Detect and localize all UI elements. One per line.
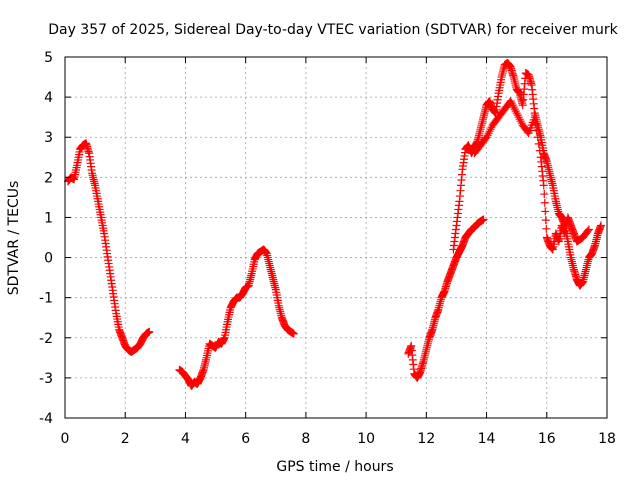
- data-point: [542, 224, 551, 233]
- data-point: [479, 215, 488, 224]
- data-point: [533, 133, 542, 142]
- series-segment-4: [449, 59, 605, 290]
- data-point: [487, 123, 496, 132]
- data-point: [540, 190, 549, 199]
- data-point: [541, 216, 550, 225]
- y-tick-label: -1: [39, 291, 53, 307]
- data-point: [515, 115, 524, 124]
- series-segment-1: [64, 139, 154, 356]
- data-point: [517, 119, 526, 128]
- data-point: [507, 99, 516, 108]
- data-point: [541, 207, 550, 216]
- data-point: [509, 103, 518, 112]
- data-point: [510, 105, 519, 114]
- data-point: [506, 97, 515, 106]
- data-point: [482, 133, 491, 142]
- data-point: [512, 109, 521, 118]
- y-tick-label: -4: [39, 411, 53, 427]
- data-point: [530, 113, 539, 122]
- x-tick-label: 18: [598, 431, 616, 447]
- x-tick-label: 12: [417, 431, 435, 447]
- y-tick-labels: -4 -3 -2 -1 0 1 2 3 4 5: [39, 50, 53, 427]
- x-tick-label: 8: [301, 431, 310, 447]
- series-segment-3: [404, 215, 488, 382]
- x-axis-title: GPS time / hours: [276, 459, 393, 475]
- data-point: [508, 101, 517, 110]
- data-point: [483, 131, 492, 140]
- x-tick-labels: 0 2 4 6 8 10 12 14 16 18: [61, 431, 616, 447]
- y-tick-label: -2: [39, 331, 53, 347]
- data-point: [514, 113, 523, 122]
- plot-frame: [64, 56, 608, 419]
- data-points: [64, 59, 605, 390]
- data-point: [531, 119, 540, 128]
- chart-title: Day 357 of 2025, Sidereal Day-to-day VTE…: [48, 22, 618, 38]
- data-point: [481, 134, 490, 143]
- y-axis-title: SDTVAR / TECUs: [6, 181, 22, 296]
- y-tick-label: 1: [44, 210, 53, 226]
- x-tick-label: 16: [538, 431, 556, 447]
- data-point: [534, 139, 543, 148]
- y-tick-label: 2: [44, 170, 53, 186]
- data-point: [486, 125, 495, 134]
- data-point: [539, 181, 548, 190]
- data-point: [532, 126, 541, 135]
- y-tick-label: 3: [44, 130, 53, 146]
- x-tick-label: 4: [181, 431, 190, 447]
- axis-ticks: [64, 56, 608, 419]
- x-tick-label: 6: [241, 431, 250, 447]
- y-tick-label: -3: [39, 371, 53, 387]
- series-segment-5: [470, 97, 593, 254]
- data-point: [145, 327, 154, 336]
- data-point: [485, 127, 494, 136]
- data-point: [596, 221, 605, 230]
- x-tick-label: 0: [61, 431, 70, 447]
- data-point: [516, 117, 525, 126]
- x-tick-label: 10: [357, 431, 375, 447]
- data-point: [289, 329, 298, 338]
- data-point: [511, 107, 520, 116]
- data-point: [535, 146, 544, 155]
- y-tick-label: 5: [44, 50, 53, 66]
- data-point: [583, 226, 592, 235]
- x-tick-label: 14: [478, 431, 496, 447]
- x-tick-label: 2: [121, 431, 130, 447]
- data-point: [484, 129, 493, 138]
- data-point: [584, 225, 593, 234]
- data-point: [540, 198, 549, 207]
- series-segment-2: [175, 245, 298, 390]
- y-tick-label: 0: [44, 251, 53, 267]
- data-point: [513, 111, 522, 120]
- data-point: [523, 127, 532, 136]
- grid-lines: [65, 57, 607, 418]
- y-tick-label: 4: [44, 90, 53, 106]
